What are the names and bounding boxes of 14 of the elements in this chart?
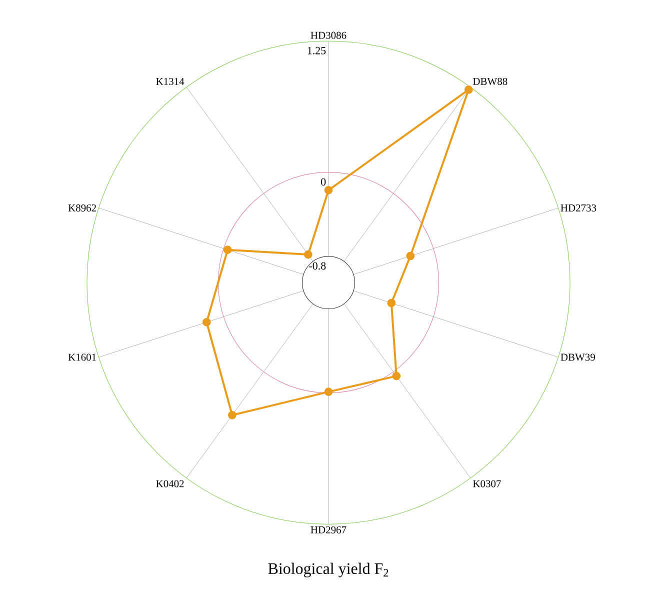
spoke-label: DBW39 [560,354,595,361]
text: Biological yield F$_{2}$ [268,562,388,578]
spoke-label: HD2967 [310,526,346,534]
y-tick-label: 0 [321,178,326,186]
spoke-label: DBW88 [472,78,508,86]
y-tick-label: -0.8 [309,262,326,270]
spoke-label: K8962 [68,204,96,212]
spoke-label: HD3086 [310,32,346,39]
spoke-label: K0402 [156,480,184,488]
y-tick-label: 1.25 [308,47,326,54]
spoke-label: K1314 [156,78,184,86]
spoke-label: K1601 [68,354,96,361]
spoke-label: K0307 [472,480,501,488]
spoke-label: HD2733 [560,204,596,212]
